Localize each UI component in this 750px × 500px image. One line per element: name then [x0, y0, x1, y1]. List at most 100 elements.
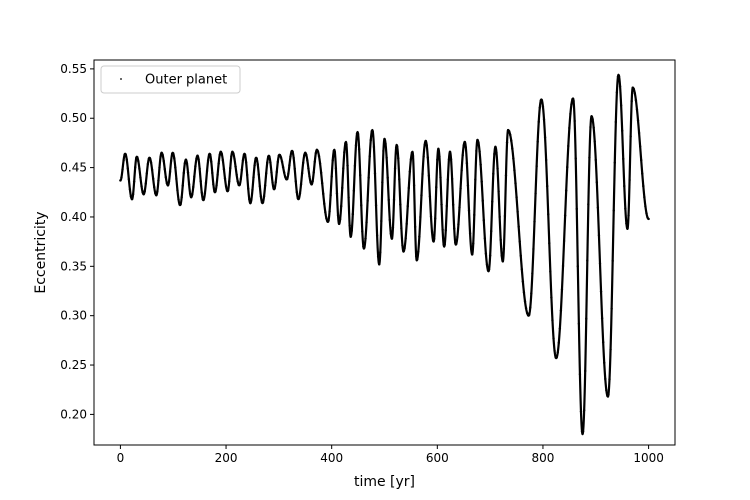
- data-point: [468, 232, 472, 235]
- data-point: [531, 272, 534, 275]
- plot-area: [119, 73, 650, 436]
- data-point: [502, 247, 506, 251]
- data-point: [466, 184, 470, 187]
- data-point: [541, 105, 545, 108]
- data-point: [119, 179, 122, 182]
- data-point: [282, 171, 286, 174]
- data-point: [482, 219, 485, 222]
- data-point: [587, 203, 590, 206]
- data-point: [640, 158, 643, 162]
- data-point: [570, 102, 573, 106]
- data-point: [184, 158, 188, 161]
- data-point: [615, 91, 619, 94]
- data-point: [492, 172, 495, 175]
- data-point: [552, 337, 555, 340]
- data-point: [177, 198, 180, 201]
- data-point: [626, 227, 629, 231]
- data-point: [120, 176, 123, 179]
- data-point: [371, 130, 375, 134]
- data-point: [134, 166, 137, 169]
- data-point: [474, 178, 477, 181]
- data-point: [589, 125, 592, 129]
- x-axis-label: time [yr]: [354, 474, 415, 490]
- data-point: [146, 162, 150, 166]
- data-point: [463, 140, 466, 144]
- data-point: [644, 205, 647, 208]
- data-point: [247, 187, 250, 190]
- data-point: [584, 369, 587, 373]
- data-point: [378, 263, 381, 266]
- data-point: [384, 142, 387, 146]
- data-point: [159, 155, 162, 159]
- data-point: [543, 136, 547, 139]
- data-point: [544, 158, 548, 162]
- data-point: [491, 200, 494, 203]
- data-point: [516, 210, 519, 213]
- data-point: [231, 150, 234, 154]
- data-point: [145, 172, 149, 175]
- data-point: [205, 169, 209, 173]
- data-point: [561, 264, 565, 268]
- data-point: [542, 118, 546, 121]
- y-axis-ticks: 0.20 0.25 0.30 0.35 0.40 0.45 0.50 0.55: [60, 62, 94, 421]
- data-point: [477, 141, 480, 145]
- data-point: [479, 163, 482, 166]
- data-point: [535, 165, 538, 168]
- data-point: [493, 152, 496, 156]
- data-point: [318, 162, 322, 165]
- data-point: [337, 222, 341, 226]
- data-point: [591, 117, 594, 121]
- data-point: [440, 203, 443, 206]
- data-point: [445, 204, 449, 208]
- data-point: [271, 181, 274, 184]
- data-point: [594, 158, 597, 162]
- y-tick-label: 0.45: [60, 161, 87, 175]
- data-point: [179, 203, 182, 206]
- data-point: [533, 220, 536, 223]
- data-point: [191, 193, 194, 196]
- data-point: [563, 214, 567, 217]
- data-point: [617, 74, 621, 78]
- data-point: [495, 151, 498, 154]
- data-point: [586, 259, 589, 262]
- data-point: [487, 268, 491, 271]
- data-point: [588, 156, 591, 159]
- data-point: [137, 160, 140, 163]
- data-point: [266, 161, 269, 164]
- data-point: [352, 189, 356, 192]
- data-point: [316, 150, 320, 153]
- data-point: [522, 291, 526, 294]
- data-point: [297, 197, 301, 200]
- data-point: [251, 188, 254, 192]
- data-point: [485, 263, 489, 266]
- data-point: [633, 92, 637, 95]
- data-point: [338, 217, 342, 221]
- data-point: [443, 243, 446, 246]
- data-point: [627, 214, 630, 217]
- data-point: [172, 152, 175, 155]
- data-point: [325, 217, 328, 220]
- data-point: [641, 172, 644, 175]
- data-point: [389, 232, 393, 235]
- data-point: [228, 180, 231, 183]
- data-point: [328, 210, 331, 213]
- data-point: [551, 319, 554, 322]
- data-point: [637, 131, 641, 135]
- data-point: [571, 97, 574, 101]
- data-point: [390, 237, 394, 240]
- data-point: [168, 170, 172, 174]
- data-point: [517, 225, 520, 228]
- data-point: [596, 206, 600, 209]
- data-point: [642, 184, 645, 188]
- data-point: [139, 176, 142, 179]
- data-point: [451, 203, 455, 207]
- data-point: [291, 150, 294, 153]
- data-point: [339, 204, 343, 208]
- data-point: [138, 167, 141, 171]
- data-point: [645, 212, 648, 215]
- data-point: [185, 162, 189, 165]
- data-point: [126, 167, 129, 170]
- data-point: [322, 192, 325, 196]
- data-point: [416, 258, 419, 261]
- data-point: [515, 195, 518, 199]
